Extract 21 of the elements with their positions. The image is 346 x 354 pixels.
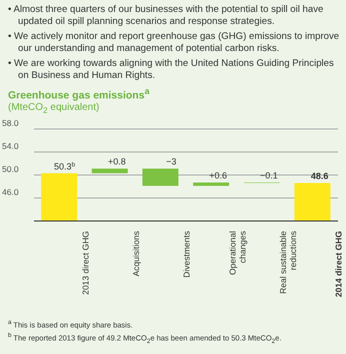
chart-title: Greenhouse gas emissions$^{a}$: [8, 86, 150, 102]
data-label: +0.6: [209, 170, 228, 180]
x-tick-label: 2013 direct GHG: [80, 230, 90, 294]
y-tick-label: 58.0: [2, 118, 19, 128]
data-label: −3: [166, 156, 176, 166]
x-tick-label: Operational changes: [227, 230, 248, 274]
text: • We actively monitor and report greenhouse gas (GHG) emissions to improve our understanding and management of potential carbon risks.: [8, 31, 340, 55]
y-tick-label: 50.0: [2, 164, 19, 174]
x-tick-label: Acquisitions: [131, 230, 141, 276]
chart-subtitle: (MteCO$_{2}$ equivalent): [8, 102, 100, 114]
data-label: +0.8: [108, 156, 126, 166]
data-label: 48.6: [310, 170, 328, 181]
y-tick-label: 46.0: [2, 186, 19, 196]
y-tick-label: 54.0: [2, 140, 19, 150]
text: • We are working towards aligning with the United Nations Guiding Principles on Business and Human Rights.: [8, 58, 335, 82]
text: • Almost three quarters of our businesses with the potential to spill oil have updated oil spill planning scenarios and response strategies.: [8, 4, 324, 28]
x-tick-label: Divestments: [182, 230, 192, 278]
data-label: −0.1: [260, 170, 278, 180]
x-tick-label: Real sustainable reductions: [278, 230, 298, 294]
x-tick-label: 2014 direct GHG: [334, 230, 344, 297]
data-label: 50.3$^{b}$: [54, 160, 76, 171]
